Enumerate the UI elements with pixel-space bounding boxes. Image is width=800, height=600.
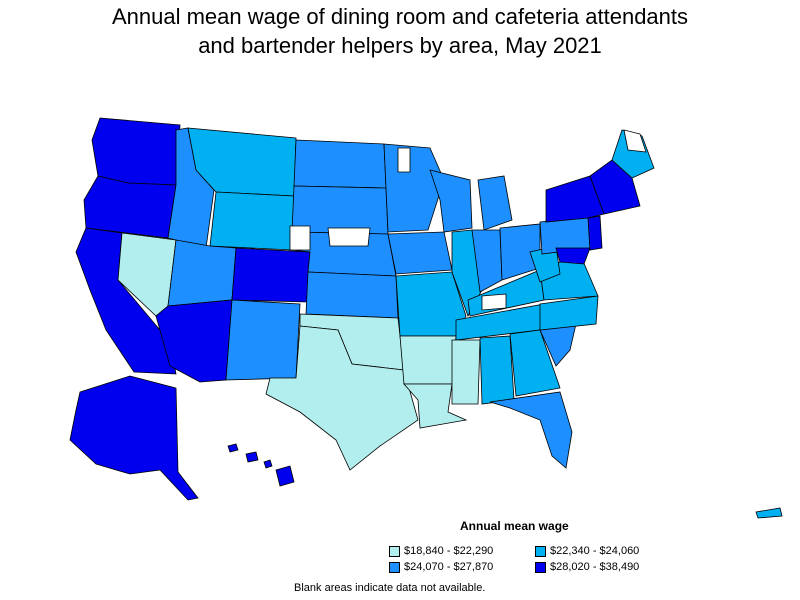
region-kansas [305,271,399,319]
region-mississippi [451,339,481,405]
region-utah [167,239,237,307]
contiguous-us [75,117,655,471]
region-oregon [83,175,177,239]
region-alaska [69,375,199,501]
region-iowa [387,231,453,275]
blank-areas-note: Blank areas indicate data not available. [294,582,486,594]
region-new-jersey [587,215,603,251]
region-florida [489,391,573,469]
legend-swatch-tier-4 [535,561,546,573]
legend-swatch-tier-2 [535,545,546,557]
region-north-dakota [293,139,387,189]
blank-area-me [623,129,647,153]
legend-label-tier-3: $24,070 - $27,870 [404,561,494,573]
region-new-england [589,159,641,215]
region-georgia [509,329,561,397]
legend-label-tier-1: $18,840 - $22,290 [404,545,494,557]
map-title-line-2: and bartender helpers by area, May 2021 [198,33,602,58]
blank-area-mn [397,147,411,173]
region-colorado [231,247,311,303]
blank-area-wy [289,225,311,251]
legend: $18,840 - $22,290 $22,340 - $24,060 $24,… [389,544,665,574]
region-washington [91,117,181,186]
legend-item-tier-3: $24,070 - $27,870 [389,560,535,574]
region-hawaii [227,443,295,487]
legend-swatch-tier-1 [389,545,400,557]
blank-area-ky [481,293,507,311]
region-michigan [477,175,513,231]
legend-swatch-tier-3 [389,561,400,573]
region-new-mexico [225,299,301,381]
region-puerto-rico [755,507,783,519]
region-minnesota [383,143,445,233]
blank-area-ne [327,227,371,247]
map-title: Annual mean wage of dining room and cafe… [0,2,800,60]
map-title-line-1: Annual mean wage of dining room and cafe… [111,4,689,29]
region-maine [611,129,655,179]
region-wisconsin [429,169,473,233]
region-north-carolina [539,295,599,331]
legend-item-tier-1: $18,840 - $22,290 [389,544,535,558]
legend-label-tier-2: $22,340 - $24,060 [550,545,640,557]
region-texas [265,325,419,471]
legend-item-tier-4: $28,020 - $38,490 [535,560,665,574]
region-arkansas [399,335,457,385]
legend-label-tier-4: $28,020 - $38,490 [550,561,640,573]
legend-title: Annual mean wage [460,519,569,533]
region-maryland [555,247,591,265]
region-alabama [479,335,515,405]
region-wyoming [209,191,295,251]
legend-item-tier-2: $22,340 - $24,060 [535,544,665,558]
region-new-york [545,175,605,223]
